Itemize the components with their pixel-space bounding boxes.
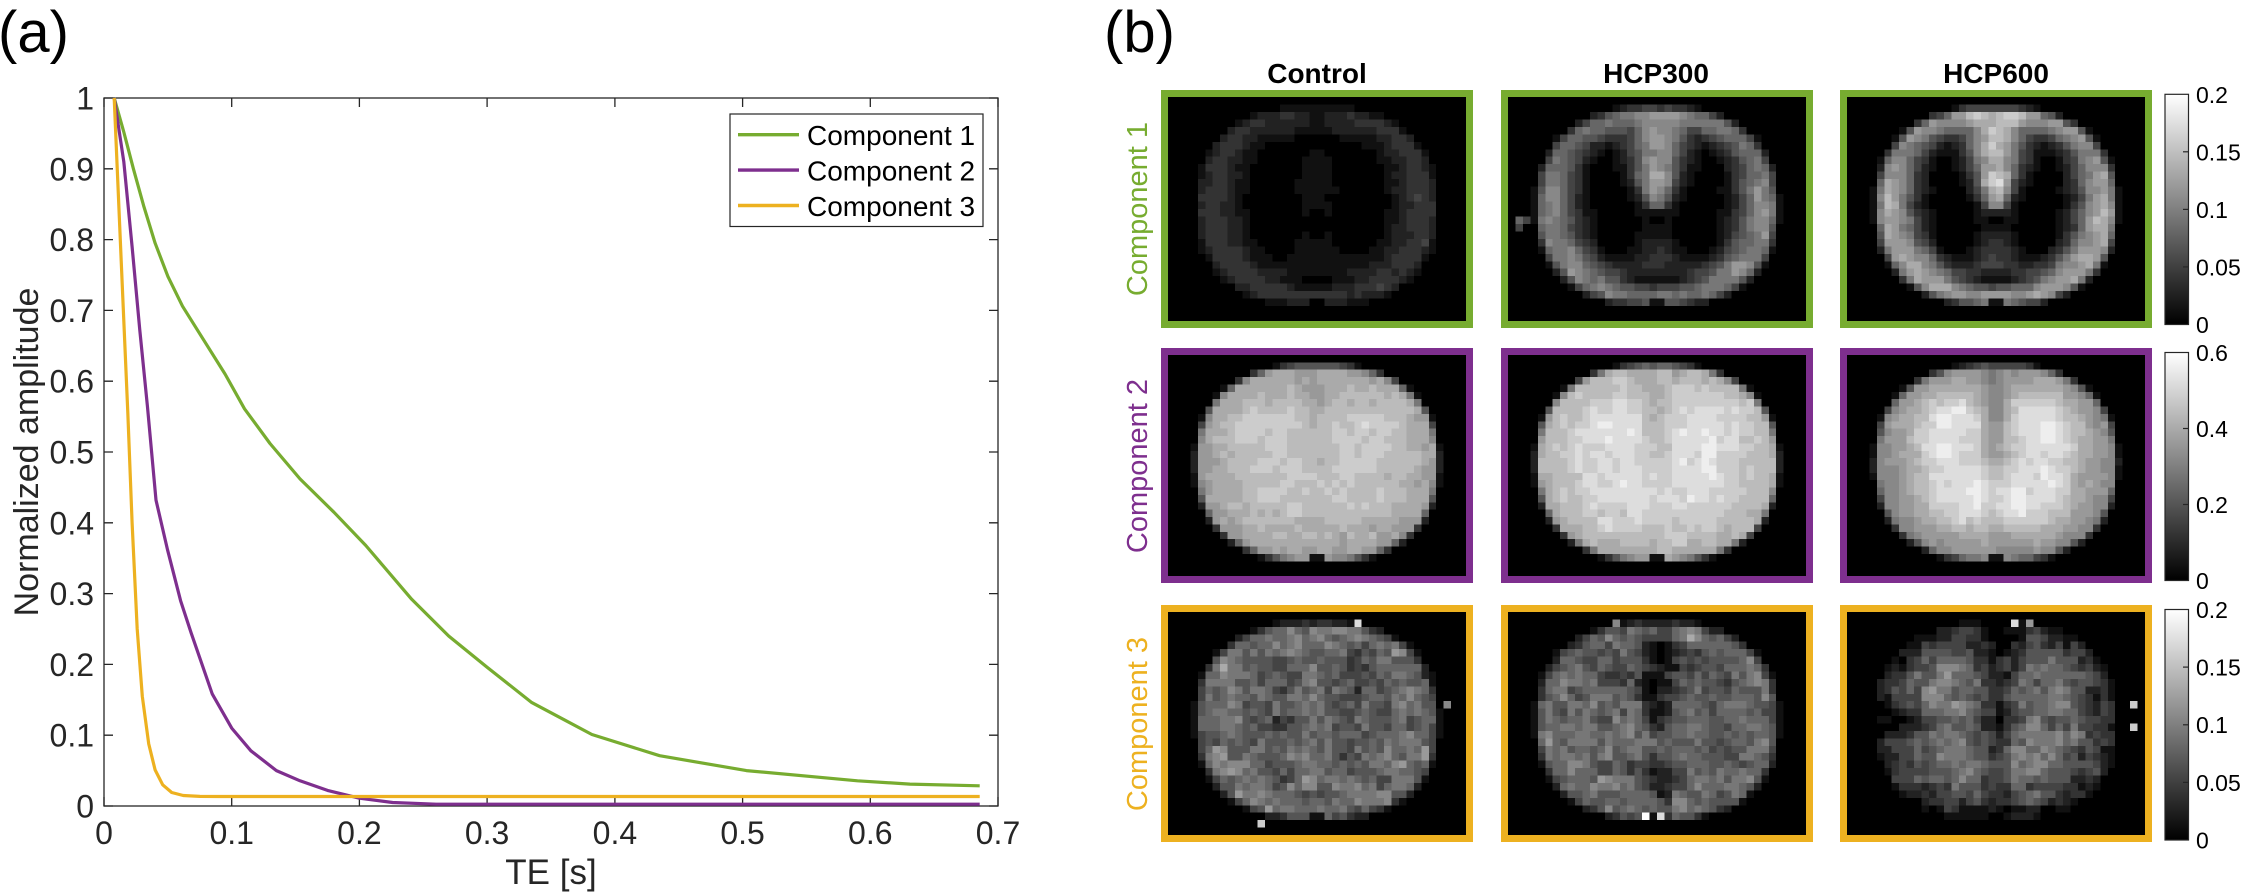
svg-text:0.4: 0.4: [593, 815, 637, 851]
svg-text:Component 3: Component 3: [807, 191, 975, 222]
svg-text:0.5: 0.5: [50, 435, 94, 471]
svg-text:0.1: 0.1: [209, 815, 253, 851]
svg-text:0.4: 0.4: [2196, 416, 2228, 442]
svg-text:0.4: 0.4: [50, 505, 94, 541]
svg-text:0.05: 0.05: [2196, 770, 2241, 796]
svg-text:0.6: 0.6: [848, 815, 892, 851]
svg-text:0.05: 0.05: [2196, 254, 2241, 280]
svg-text:0.2: 0.2: [50, 647, 94, 683]
svg-text:0: 0: [2196, 568, 2209, 594]
svg-text:0.1: 0.1: [2196, 197, 2228, 223]
svg-text:Component 1: Component 1: [807, 120, 975, 151]
svg-text:0.6: 0.6: [50, 364, 94, 400]
svg-text:0.1: 0.1: [2196, 712, 2228, 738]
svg-text:TE [s]: TE [s]: [505, 853, 596, 892]
svg-text:0.2: 0.2: [2196, 492, 2228, 518]
svg-text:0: 0: [2196, 312, 2209, 338]
svg-text:0.15: 0.15: [2196, 655, 2241, 681]
svg-text:0.8: 0.8: [50, 222, 94, 258]
svg-text:0: 0: [2196, 828, 2209, 854]
svg-text:0.2: 0.2: [2196, 597, 2228, 623]
svg-text:0.3: 0.3: [50, 576, 94, 612]
svg-text:0: 0: [76, 789, 94, 825]
svg-text:0.1: 0.1: [50, 718, 94, 754]
svg-text:0.6: 0.6: [2196, 340, 2228, 366]
svg-text:0.3: 0.3: [465, 815, 509, 851]
svg-text:0: 0: [95, 815, 113, 851]
svg-text:Normalized amplitude: Normalized amplitude: [8, 288, 46, 617]
svg-text:0.2: 0.2: [2196, 82, 2228, 108]
svg-text:1: 1: [76, 81, 94, 117]
svg-text:0.2: 0.2: [337, 815, 381, 851]
svg-text:0.7: 0.7: [50, 293, 94, 329]
svg-text:0.5: 0.5: [720, 815, 764, 851]
svg-text:0.9: 0.9: [50, 151, 94, 187]
svg-text:Component 2: Component 2: [807, 156, 975, 187]
svg-text:0.15: 0.15: [2196, 139, 2241, 165]
svg-text:0.7: 0.7: [976, 815, 1020, 851]
